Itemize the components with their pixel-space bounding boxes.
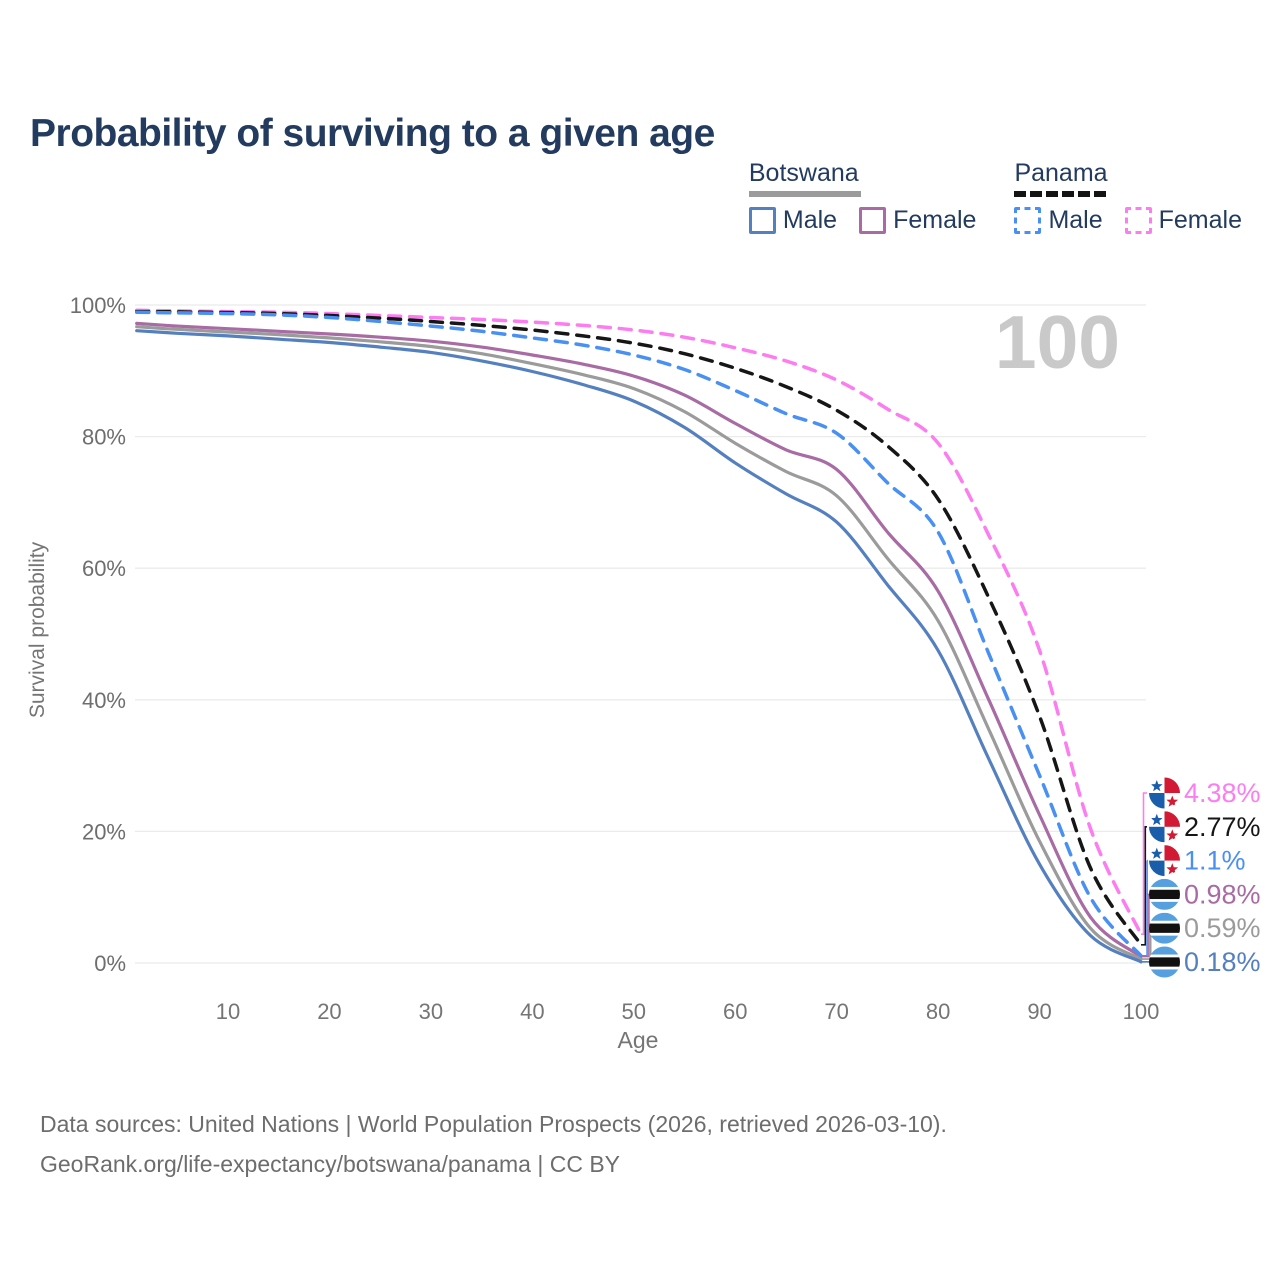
series-line-panama-male (134, 310, 1143, 958)
botswana-flag-icon (1149, 878, 1180, 910)
botswana-flag-icon (1149, 946, 1180, 978)
legend-item-panama-female[interactable]: Female (1124, 206, 1242, 235)
legend-item-label: Female (893, 206, 977, 234)
panama-flag-icon (1149, 777, 1180, 809)
end-label-panama-male: 1.1% (1184, 846, 1246, 876)
legend-item-label: Female (1158, 206, 1242, 234)
panama-female-swatch-icon (1124, 207, 1152, 234)
botswana-male-swatch-icon (748, 207, 776, 234)
series-line-botswana-both (135, 325, 1143, 961)
legend-group-panama: Panama Male Female (1014, 159, 1242, 235)
x-tick-label: 20 (317, 999, 341, 1024)
end-label-botswana-both: 0.59% (1184, 913, 1261, 943)
x-tick-label: 70 (824, 999, 848, 1024)
series-line-botswana-male (135, 329, 1143, 964)
end-label-panama-female: 4.38% (1184, 778, 1261, 808)
x-tick-label: 60 (723, 999, 747, 1024)
x-tick-label: 100 (1123, 999, 1160, 1024)
legend-item-label: Male (782, 206, 838, 234)
footer-source-line: Data sources: United Nations | World Pop… (40, 1111, 947, 1137)
chart-legend: Botswana Male Female Panama Male Female (748, 159, 1242, 235)
legend-item-panama-male[interactable]: Male (1014, 206, 1103, 235)
end-label-botswana-female: 0.98% (1184, 879, 1261, 909)
chart-footer: Data sources: United Nations | World Pop… (40, 1104, 947, 1185)
legend-item-botswana-male[interactable]: Male (748, 206, 838, 235)
leader-line-panama-female (1141, 792, 1147, 935)
page-title: Probability of surviving to a given age (30, 112, 715, 156)
panama-male-swatch-icon (1014, 207, 1042, 234)
series-line-panama-both (134, 309, 1143, 947)
y-axis-label: Survival probability (26, 541, 49, 718)
x-tick-label: 10 (216, 999, 240, 1024)
legend-group-botswana-title: Botswana (748, 159, 859, 187)
x-tick-label: 40 (520, 999, 544, 1024)
legend-group-botswana: Botswana Male Female (748, 159, 976, 235)
end-label-botswana-male: 0.18% (1184, 947, 1261, 977)
y-tick-label: 60% (82, 556, 126, 581)
end-label-panama-both: 2.77% (1184, 812, 1261, 842)
y-tick-label: 80% (82, 425, 126, 450)
y-tick-label: 100% (70, 293, 126, 318)
botswana-flag-icon (1149, 912, 1180, 944)
x-axis-label: Age (618, 1027, 659, 1053)
panama-flag-icon (1149, 811, 1180, 843)
leader-line-panama-both (1141, 826, 1147, 946)
y-tick-label: 40% (82, 688, 126, 713)
leader-line-botswana-female (1141, 893, 1150, 958)
age-counter-watermark: 100 (995, 300, 1120, 384)
panama-dashed-line-sample (1014, 191, 1107, 197)
legend-item-label: Male (1048, 206, 1103, 234)
y-tick-label: 20% (82, 819, 126, 844)
botswana-female-swatch-icon (859, 207, 887, 234)
x-tick-label: 50 (622, 999, 646, 1024)
x-tick-label: 30 (419, 999, 443, 1024)
legend-group-panama-title: Panama (1014, 159, 1108, 187)
leader-line-botswana-both (1141, 927, 1152, 960)
footer-license-line: GeoRank.org/life-expectancy/botswana/pan… (40, 1151, 620, 1178)
x-tick-label: 90 (1027, 999, 1051, 1024)
legend-item-botswana-female[interactable]: Female (859, 206, 976, 235)
panama-flag-icon (1149, 845, 1180, 877)
x-tick-label: 80 (926, 999, 950, 1024)
botswana-solid-line-sample (748, 191, 861, 197)
series-line-botswana-female (135, 321, 1143, 959)
y-tick-label: 0% (94, 951, 126, 976)
